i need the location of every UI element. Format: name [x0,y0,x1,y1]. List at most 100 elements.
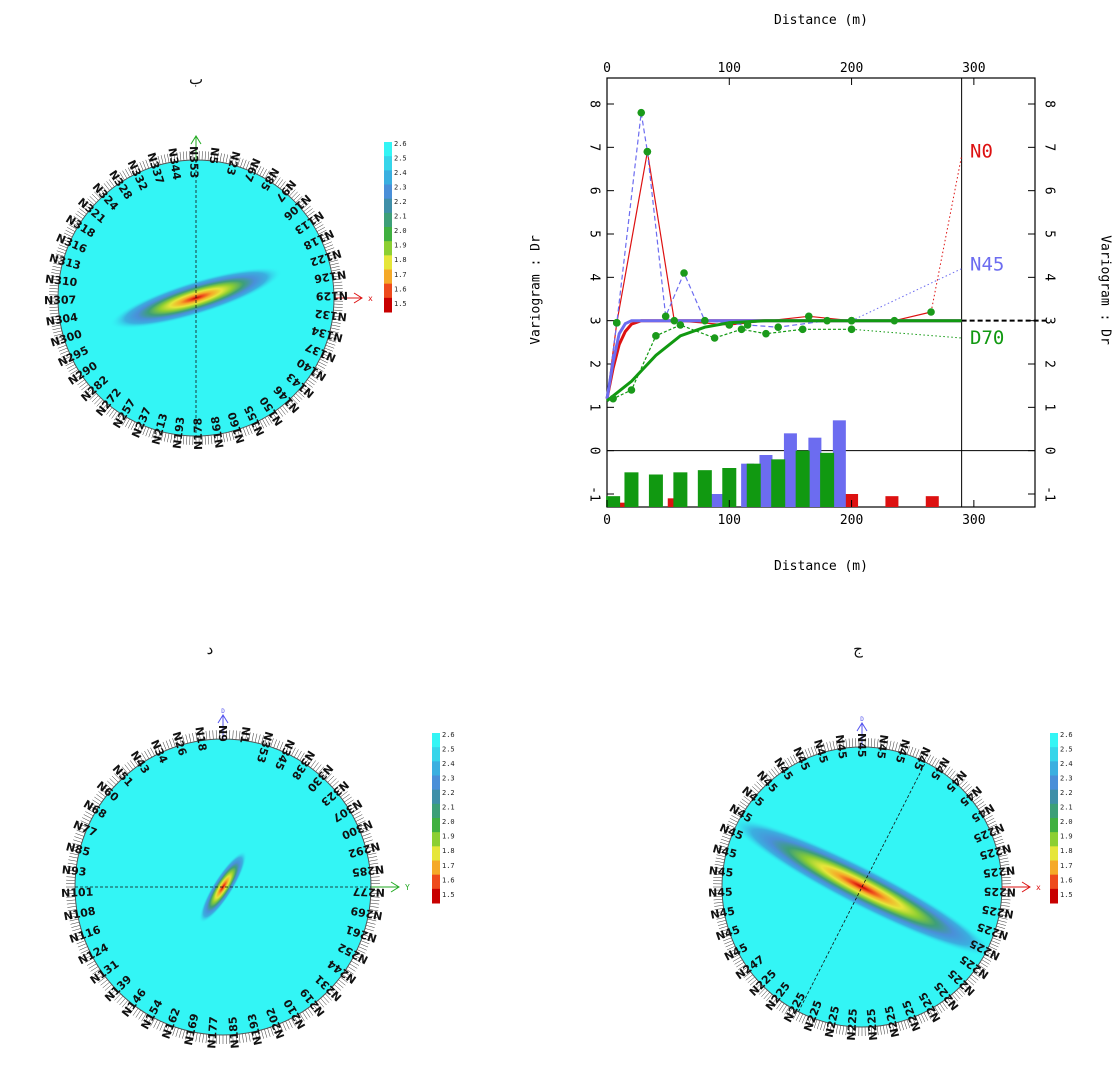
colorbar-segment [432,747,440,762]
rim-tick [849,739,850,748]
series-label: N45 [970,253,1004,275]
colorbar-tick-label: 1.8 [394,256,407,264]
rim-tick [715,861,724,863]
rim-tick [67,903,76,904]
direction-label: N45 [708,864,734,879]
pair-count-bar [747,464,761,507]
experimental-point [762,330,770,338]
colorbar-tick-label: 2.3 [1060,775,1073,783]
rim-tick [164,154,166,163]
rim-tick [334,307,343,308]
rim-tick [70,922,79,924]
colorbar-tick-label: 2.0 [1060,818,1073,826]
rim-tick [843,1026,844,1035]
experimental-point [738,326,746,334]
rim-tick [839,1025,840,1034]
rim-tick [208,435,209,444]
rim-tick [167,433,169,442]
pair-count-bar [649,475,663,508]
rim-tick [735,960,743,965]
pair-count-bar [820,453,834,507]
extrapolation-line [852,269,962,321]
direction-label: N1 [237,726,252,745]
y-axis-label-left: Variogram : Dr [530,235,544,345]
y-tick-label-left: 4 [587,273,602,281]
y-tick-label-right: 2 [1042,360,1057,368]
experimental-point [644,148,652,156]
rim-tick [186,436,187,445]
experimental-point [609,395,617,403]
rim-tick [49,307,58,308]
experimental-line [607,325,852,401]
rim-tick [242,1034,243,1043]
rim-tick [370,900,379,901]
direction-label: N101 [61,886,94,900]
rim-tick [203,1034,204,1043]
rim-tick [721,839,730,842]
colorbar-segment [432,776,440,791]
rim-tick [205,151,206,160]
direction-label: N132 [314,307,348,324]
rim-tick [264,1029,267,1038]
colorbar-segment [1050,804,1058,819]
colorbar-tick-label: 2.1 [1060,804,1073,812]
pair-count-bar [771,459,785,507]
rim-tick [913,748,916,756]
rim-tick [333,285,342,286]
rim-tick [714,902,723,903]
pair-count-bar [606,496,620,507]
rim-tick [892,742,894,751]
colorbar-segment [432,804,440,819]
direction-label: N185 [226,1016,242,1049]
rim-tick [71,925,80,927]
experimental-point [799,326,807,334]
rim-tick [820,1021,823,1030]
x-tick-label-top: 100 [718,61,741,76]
experimental-point [823,317,831,325]
rim-tick [67,900,76,901]
rim-tick [874,739,875,748]
direction-label: N45 [708,886,733,900]
colorbar-segment [1050,861,1058,876]
colorbar-segment [384,255,392,270]
colorbar-tick-label: 1.5 [1060,891,1073,899]
axis-label-up: D [221,708,225,715]
colorbar-tick-label: 2.5 [1060,746,1073,754]
colorbar-tick-label: 1.8 [1060,847,1073,855]
x-tick-label-top: 200 [840,61,863,76]
rim-tick [716,858,725,860]
x-axis-label-bottom: Distance (m) [774,559,868,574]
colorbar-segment [1050,875,1058,890]
experimental-point [711,334,719,342]
rim-tick [213,730,214,739]
rim-tick [717,920,726,922]
rim-tick [305,1010,310,1017]
rim-tick [59,348,67,351]
rim-tick [871,738,872,747]
experimental-point [848,326,856,334]
pair-count-bar [698,470,712,507]
panel-letter: د [207,640,214,658]
colorbar-segment [432,761,440,776]
colorbar-tick-label: 2.2 [1060,789,1073,797]
rim-tick [921,1014,925,1022]
y-tick-label-left: 1 [587,403,602,411]
rim-tick [246,1033,247,1042]
y-tick-label-right: 6 [1042,187,1057,195]
rim-tick [986,818,994,822]
colorbar-tick-label: 2.3 [394,184,407,192]
pair-count-bar [926,496,939,507]
colorbar-tick-label: 2.4 [1060,760,1073,768]
rim-tick [147,749,151,757]
y-tick-label-left: 3 [587,317,602,325]
y-axis-label-right: Variogram : Dr [1098,235,1113,345]
rim-tick [226,433,228,442]
rim-tick [205,436,206,445]
rim-tick [223,154,225,163]
rim-tick [268,1028,271,1037]
experimental-point [662,313,670,321]
